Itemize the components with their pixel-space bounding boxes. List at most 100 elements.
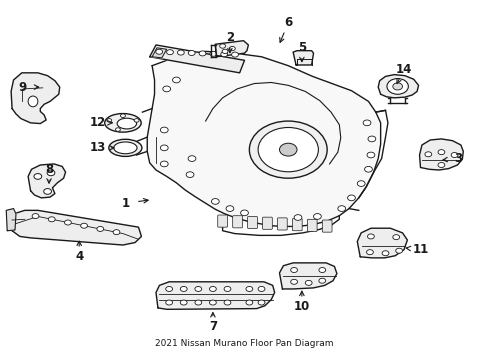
Polygon shape: [11, 73, 60, 123]
Circle shape: [337, 206, 345, 211]
Circle shape: [211, 199, 219, 204]
Circle shape: [240, 210, 248, 216]
Circle shape: [437, 150, 444, 155]
Circle shape: [245, 287, 252, 292]
Text: 12: 12: [89, 116, 105, 129]
Circle shape: [392, 235, 399, 240]
Circle shape: [290, 279, 297, 284]
Circle shape: [113, 230, 120, 235]
Circle shape: [177, 50, 184, 55]
Circle shape: [347, 195, 355, 201]
Polygon shape: [377, 75, 418, 98]
Circle shape: [367, 136, 375, 142]
Circle shape: [220, 52, 227, 57]
Circle shape: [225, 206, 233, 211]
Circle shape: [64, 220, 71, 225]
Polygon shape: [357, 228, 407, 258]
Circle shape: [34, 174, 41, 179]
Circle shape: [81, 223, 87, 228]
Ellipse shape: [104, 113, 141, 132]
Circle shape: [160, 127, 168, 133]
Text: 2021 Nissan Murano Floor Pan Diagram: 2021 Nissan Murano Floor Pan Diagram: [155, 339, 333, 348]
Circle shape: [48, 217, 55, 222]
Circle shape: [366, 249, 372, 255]
Text: 1: 1: [121, 197, 129, 210]
Circle shape: [245, 300, 252, 305]
Polygon shape: [419, 139, 462, 170]
Circle shape: [199, 51, 205, 56]
Circle shape: [163, 86, 170, 92]
Ellipse shape: [109, 139, 142, 157]
Circle shape: [364, 166, 372, 172]
Circle shape: [258, 287, 264, 292]
Circle shape: [97, 226, 103, 231]
Text: 8: 8: [45, 163, 53, 176]
Text: 5: 5: [297, 41, 305, 54]
Circle shape: [165, 287, 172, 292]
Polygon shape: [292, 51, 313, 65]
Circle shape: [106, 118, 111, 122]
Text: 4: 4: [75, 250, 83, 263]
Circle shape: [318, 278, 325, 283]
Circle shape: [180, 300, 187, 305]
FancyBboxPatch shape: [322, 220, 331, 232]
FancyBboxPatch shape: [307, 219, 316, 231]
FancyBboxPatch shape: [232, 216, 242, 228]
Circle shape: [395, 248, 402, 253]
FancyBboxPatch shape: [277, 218, 286, 230]
Polygon shape: [6, 208, 16, 231]
Circle shape: [134, 118, 139, 122]
Circle shape: [318, 267, 325, 273]
Circle shape: [156, 49, 162, 54]
Ellipse shape: [114, 142, 137, 154]
Circle shape: [166, 50, 173, 55]
Circle shape: [209, 300, 216, 305]
Circle shape: [43, 189, 51, 194]
Circle shape: [258, 127, 318, 172]
Polygon shape: [215, 41, 248, 57]
Circle shape: [258, 300, 264, 305]
Text: 7: 7: [208, 320, 217, 333]
Circle shape: [424, 152, 431, 157]
Circle shape: [222, 49, 227, 54]
FancyBboxPatch shape: [217, 215, 227, 227]
Circle shape: [231, 52, 238, 57]
Circle shape: [313, 213, 321, 219]
Text: 10: 10: [293, 300, 309, 313]
Text: 9: 9: [19, 81, 27, 94]
Circle shape: [305, 280, 311, 285]
Circle shape: [160, 145, 168, 151]
Polygon shape: [147, 51, 380, 226]
FancyBboxPatch shape: [292, 219, 302, 231]
Circle shape: [290, 267, 297, 273]
Circle shape: [366, 152, 374, 158]
Circle shape: [367, 234, 373, 239]
Circle shape: [115, 128, 120, 131]
Circle shape: [224, 287, 230, 292]
Circle shape: [450, 153, 457, 157]
Circle shape: [32, 213, 39, 219]
Circle shape: [172, 77, 180, 83]
Text: 14: 14: [395, 63, 411, 76]
Circle shape: [219, 44, 225, 48]
FancyBboxPatch shape: [247, 216, 257, 229]
Circle shape: [279, 143, 296, 156]
Ellipse shape: [28, 96, 38, 107]
Circle shape: [381, 251, 388, 256]
Polygon shape: [152, 48, 166, 58]
Polygon shape: [10, 210, 141, 245]
Polygon shape: [149, 45, 244, 73]
Circle shape: [357, 181, 365, 186]
Text: 2: 2: [225, 31, 233, 44]
Circle shape: [195, 300, 201, 305]
Polygon shape: [279, 263, 336, 289]
Ellipse shape: [117, 118, 136, 129]
Circle shape: [224, 300, 230, 305]
Text: 11: 11: [411, 243, 428, 256]
Circle shape: [47, 170, 55, 176]
Circle shape: [249, 121, 326, 178]
Circle shape: [209, 51, 216, 56]
Circle shape: [180, 287, 187, 292]
Polygon shape: [156, 282, 274, 309]
Circle shape: [160, 161, 168, 167]
